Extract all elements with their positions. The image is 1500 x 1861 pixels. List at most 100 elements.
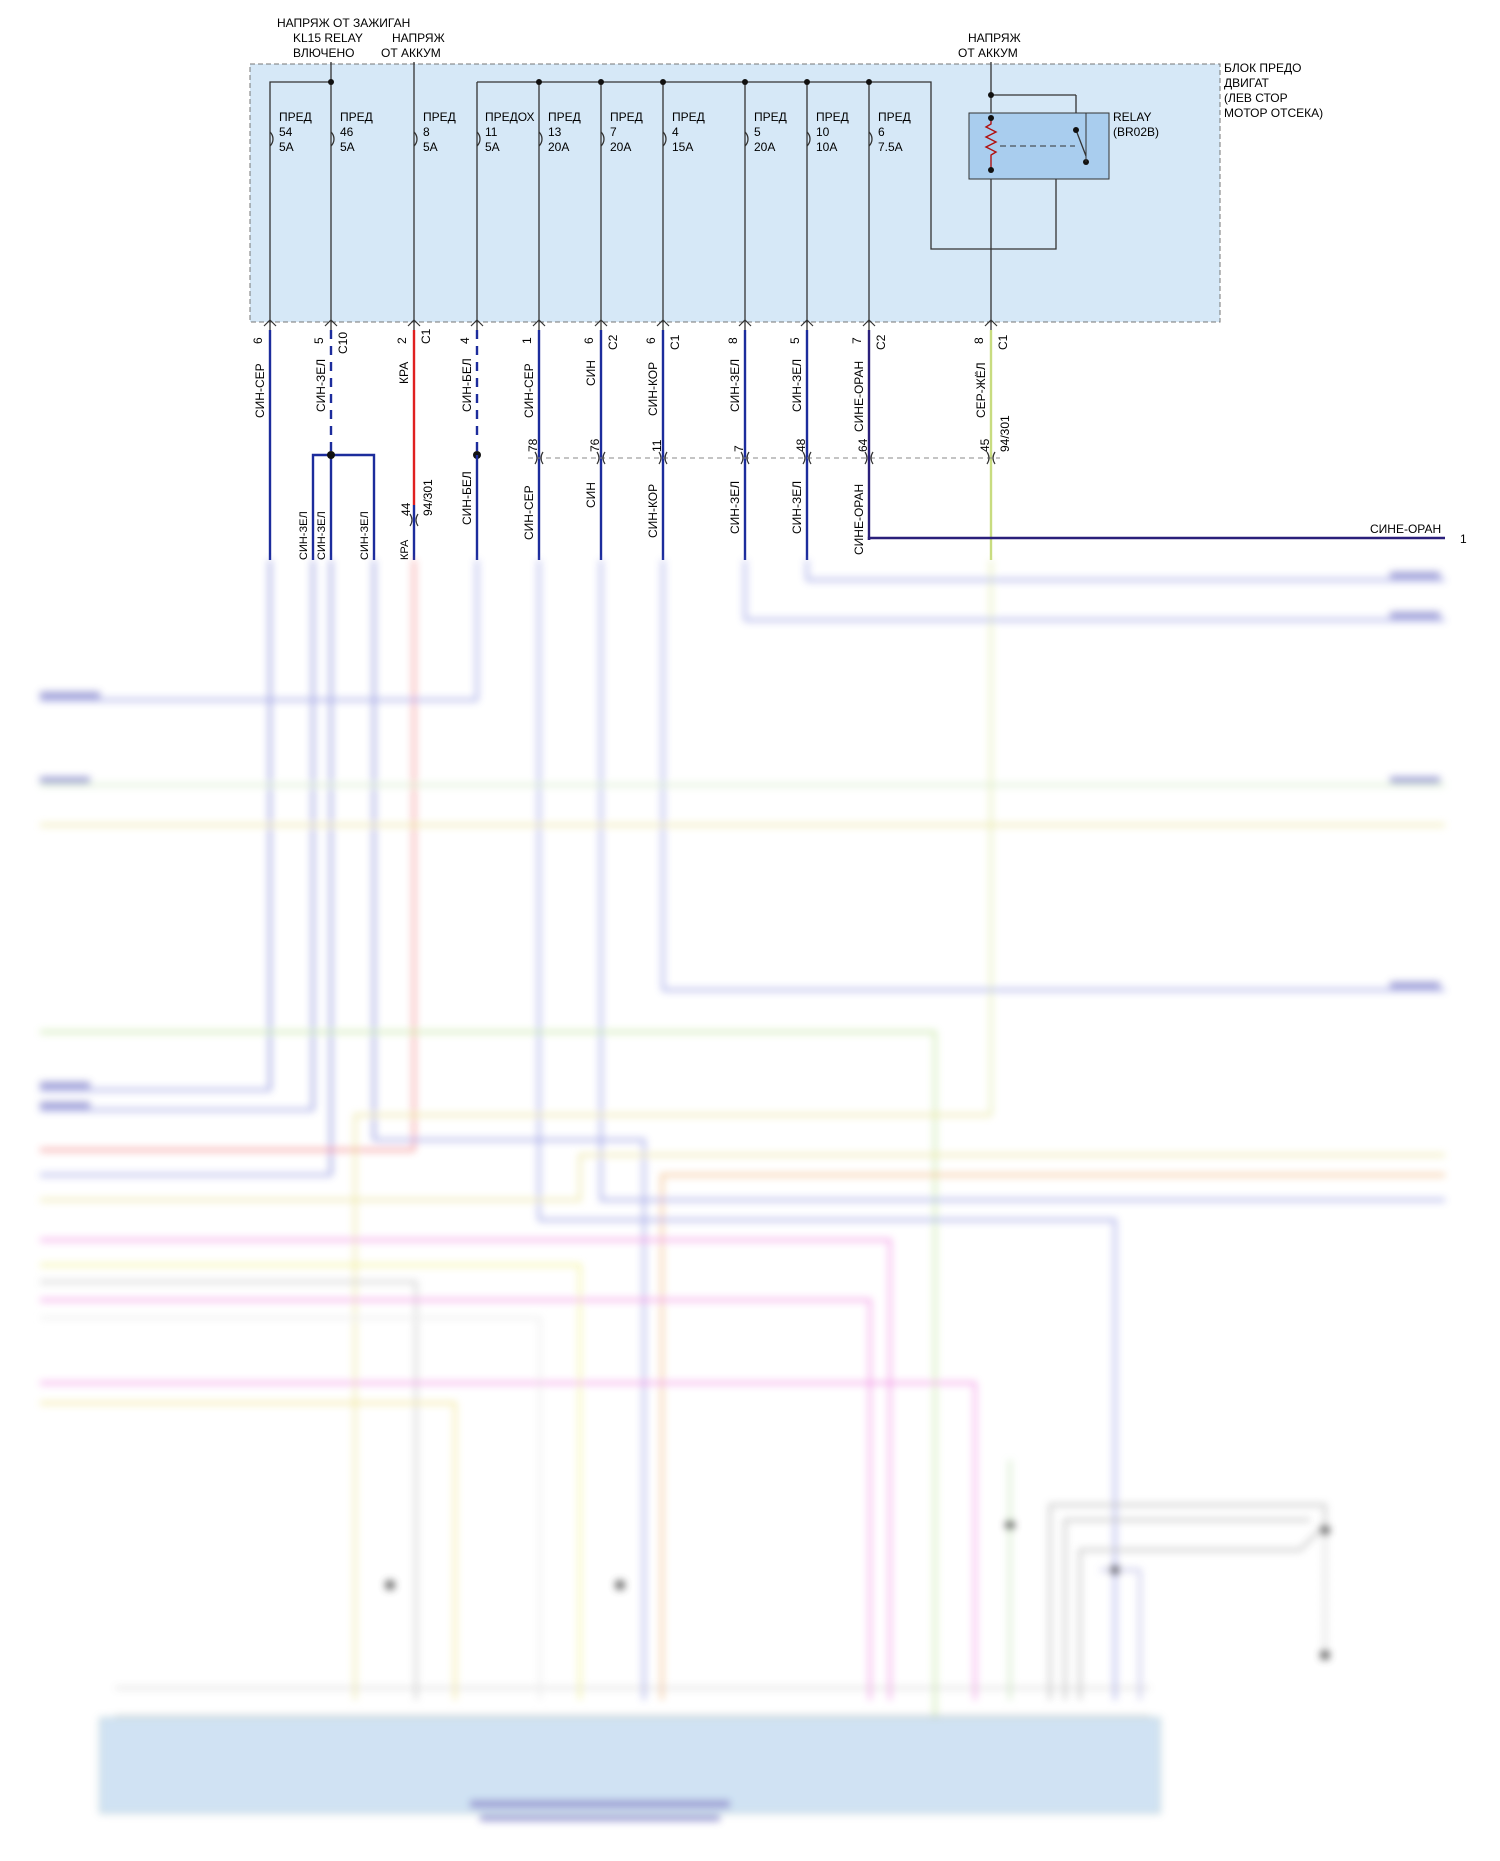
wire-label-mid: СИН-ЗЕЛ	[298, 511, 310, 560]
wire-label: СИН-ЗЕЛ	[790, 359, 804, 412]
fuse-8: ПРЕД 8 5A	[413, 110, 456, 154]
pin-label: 6	[644, 337, 658, 344]
ignition-label-3: ВЛЮЧЕНО	[293, 46, 354, 60]
fuse-4-amp: 15A	[672, 140, 693, 154]
connector-label: C10	[336, 332, 350, 354]
fuse-box: БЛОК ПРЕДО ДВИГАТ (ЛЕВ СТОР МОТОР ОТСЕКА…	[249, 61, 1323, 323]
connector-label: C1	[419, 328, 433, 344]
fuse-8-name: ПРЕД	[423, 110, 456, 124]
fuse-bus-lines	[269, 62, 1077, 330]
junction-dots	[328, 79, 994, 98]
battery-label-2: НАПРЯЖ ОТ АККУМ	[958, 31, 1021, 60]
fuse-54-num: 54	[279, 125, 293, 139]
splice-ref-kra: 94/301	[421, 479, 435, 516]
pin-labels: 6 5 C10 2 C1 4 1 6 C2 6 C1 8 5 7 C2 8 C1	[251, 328, 1010, 354]
battery-label-2-line2: ОТ АККУМ	[958, 46, 1018, 60]
wire-label: СИН-КОР	[646, 362, 660, 416]
fuse-10: ПРЕД 10 10A	[806, 110, 849, 154]
pin-label: 6	[582, 337, 596, 344]
wire-label: СИН-СЕР	[253, 363, 267, 418]
wire-label: СЕР-ЖЁЛ	[974, 362, 988, 418]
fuse-box-title-4: МОТОР ОТСЕКА)	[1224, 106, 1323, 120]
fuse-10-num: 10	[816, 125, 830, 139]
wire-label-mid: СИНЕ-ОРАН	[852, 484, 866, 555]
fuse-7: ПРЕД 7 20A	[600, 110, 643, 154]
pin-label: 1	[520, 337, 534, 344]
fuse-7-amp: 20A	[610, 140, 631, 154]
fuse-54: ПРЕД 54 5A	[269, 110, 312, 154]
fuse-5-name: ПРЕД	[754, 110, 787, 124]
fuse-6-amp: 7.5A	[878, 140, 903, 154]
fuse-10-amp: 10A	[816, 140, 837, 154]
fuse-box-title-2: ДВИГАТ	[1224, 76, 1270, 90]
connector-chevrons	[263, 319, 998, 327]
fuse-6-name: ПРЕД	[878, 110, 911, 124]
battery-label-2-line1: НАПРЯЖ	[968, 31, 1021, 45]
wires-top	[268, 330, 993, 560]
wire-color-labels-top: СИН-СЕР СИН-ЗЕЛ КРА СИН-БЕЛ СИН-СЕР СИН …	[253, 358, 988, 432]
wire-label-mid: СИН-СЕР	[522, 485, 536, 540]
fuse-5-num: 5	[754, 125, 761, 139]
fuse-11: ПРЕДОХ 11 5A	[476, 110, 535, 154]
wire-label-mid: СИН-ЗЕЛ	[790, 481, 804, 534]
wire-label-mid: СИН-ЗЕЛ	[359, 511, 371, 560]
pin-label: 5	[788, 337, 802, 344]
pin-label: 4	[458, 337, 472, 344]
sin-zel-split	[311, 451, 481, 560]
fuse-46: ПРЕД 46 5A	[330, 110, 373, 154]
splice-pin: 78	[526, 438, 540, 452]
pin-label: 7	[850, 337, 864, 344]
fuse-list: ПРЕД 54 5A ПРЕД 46 5A ПРЕД 8 5A ПРЕДОХ 1…	[269, 110, 911, 154]
splice-pin: 45	[978, 438, 992, 452]
fuse-7-num: 7	[610, 125, 617, 139]
wire-label: СИН-ЗЕЛ	[728, 359, 742, 412]
lower-blurred-section	[40, 560, 1445, 1821]
fuse-8-num: 8	[423, 125, 430, 139]
wire-label-mid: СИН	[584, 482, 598, 508]
wire-color-labels-mid: СИН-ЗЕЛ СИН-ЗЕЛ СИН-ЗЕЛ КРА СИН-БЕЛ СИН-…	[298, 471, 866, 560]
relay-id: (BR02B)	[1113, 125, 1159, 139]
wire-label-mid: СИН-ЗЕЛ	[316, 511, 328, 560]
pin-label: 8	[972, 337, 986, 344]
splice-pin: 64	[856, 438, 870, 452]
fuse-46-amp: 5A	[340, 140, 355, 154]
wire-label-mid: СИН-ЗЕЛ	[728, 481, 742, 534]
fuse-11-name: ПРЕДОХ	[485, 110, 535, 124]
fuse-54-amp: 5A	[279, 140, 294, 154]
pin-label: 2	[395, 337, 409, 344]
fuse-46-name: ПРЕД	[340, 110, 373, 124]
fuse-13-name: ПРЕД	[548, 110, 581, 124]
sine-oran-right: СИНЕ-ОРАН 1	[867, 522, 1467, 546]
fuse-4: ПРЕД 4 15A	[662, 110, 705, 154]
wire-label-mid: КРА	[399, 539, 411, 560]
wire-label: СИН-ЗЕЛ	[314, 359, 328, 412]
sine-oran-label: СИНЕ-ОРАН	[1370, 522, 1441, 536]
fuse-11-num: 11	[485, 125, 498, 139]
fuse-46-num: 46	[340, 125, 354, 139]
fuse-8-amp: 5A	[423, 140, 438, 154]
connector-label: C1	[996, 334, 1010, 350]
battery-label-1: НАПРЯЖ ОТ АККУМ	[381, 31, 445, 60]
battery-label-1-line2: ОТ АККУМ	[381, 46, 441, 60]
fuse-5: ПРЕД 5 20A	[744, 110, 787, 154]
ignition-label: НАПРЯЖ ОТ ЗАЖИГАН KL15 RELAY ВЛЮЧЕНО	[277, 16, 410, 60]
wire-label-mid: СИН-БЕЛ	[460, 471, 474, 525]
battery-label-1-line1: НАПРЯЖ	[392, 31, 445, 45]
fuse-10-name: ПРЕД	[816, 110, 849, 124]
splice-pin: 7	[732, 445, 746, 452]
connector-label: C1	[668, 334, 682, 350]
fuse-6-num: 6	[878, 125, 885, 139]
connector-label: C2	[606, 334, 620, 350]
splice-ref: 94/301	[998, 415, 1012, 452]
fuse-11-amp: 5A	[485, 140, 500, 154]
fuse-7-name: ПРЕД	[610, 110, 643, 124]
pin-label: 8	[726, 337, 740, 344]
ignition-label-2: KL15 RELAY	[293, 31, 363, 45]
wire-label-mid: СИН-КОР	[646, 484, 660, 538]
wire-label: СИН	[584, 360, 598, 386]
splice-connector-94-301: 78 76 11 7 48 64 45 94/301 44 94/301	[399, 415, 1012, 527]
wire-label: СИНЕ-ОРАН	[852, 361, 866, 432]
fuse-13-amp: 20A	[548, 140, 569, 154]
sine-oran-pin: 1	[1460, 532, 1467, 546]
